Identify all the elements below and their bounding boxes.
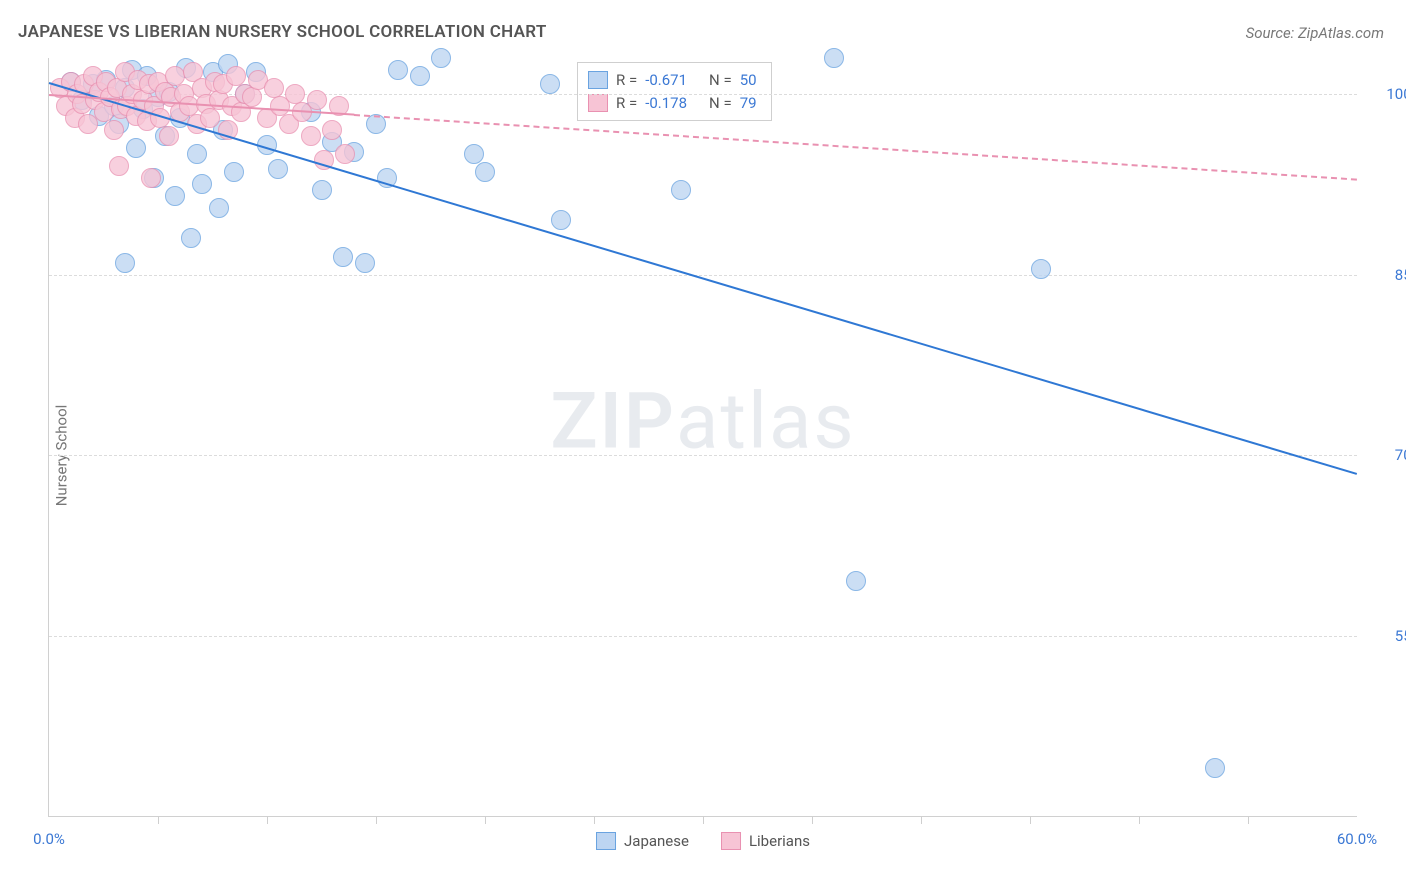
legend-n-value: 50 (740, 69, 757, 92)
data-point (126, 138, 146, 158)
legend-n-label: N = (709, 69, 732, 92)
watermark: ZIPatlas (550, 376, 855, 467)
data-point (268, 159, 288, 179)
watermark-zip: ZIP (550, 376, 676, 467)
data-point (551, 210, 571, 230)
data-point (181, 228, 201, 248)
data-point (285, 84, 305, 104)
data-point (209, 198, 229, 218)
series-legend-label: Japanese (624, 832, 689, 850)
correlation-legend-row: R = -0.671 N = 50 (588, 69, 757, 92)
data-point (333, 247, 353, 267)
data-point (192, 174, 212, 194)
data-point (301, 126, 321, 146)
data-point (224, 162, 244, 182)
watermark-atlas: atlas (676, 376, 856, 467)
regression-line (49, 82, 1358, 475)
plot-area: ZIPatlas R = -0.671N = 50R = -0.178N = 7… (48, 58, 1357, 817)
x-tick (1030, 816, 1031, 824)
y-tick-label: 55.0% (1365, 627, 1406, 645)
data-point (307, 90, 327, 110)
data-point (115, 253, 135, 273)
data-point (464, 144, 484, 164)
x-tick (485, 816, 486, 824)
correlation-legend: R = -0.671N = 50R = -0.178N = 79 (577, 62, 772, 121)
series-legend-label: Liberians (749, 832, 810, 850)
data-point (109, 156, 129, 176)
x-tick (812, 816, 813, 824)
data-point (1031, 259, 1051, 279)
series-legend-item: Liberians (721, 832, 810, 850)
data-point (431, 48, 451, 68)
data-point (824, 48, 844, 68)
data-point (846, 571, 866, 591)
x-tick (594, 816, 595, 824)
x-tick (703, 816, 704, 824)
gridline (49, 275, 1357, 276)
x-tick (158, 816, 159, 824)
legend-swatch (588, 71, 608, 89)
data-point (355, 253, 375, 273)
data-point (475, 162, 495, 182)
legend-swatch (596, 832, 616, 850)
data-point (1205, 758, 1225, 778)
x-tick (1248, 816, 1249, 824)
y-tick-label: 85.0% (1365, 266, 1406, 284)
x-tick (267, 816, 268, 824)
x-tick-label: 0.0% (9, 830, 89, 848)
y-tick-label: 100.0% (1365, 85, 1406, 103)
data-point (312, 180, 332, 200)
data-point (410, 66, 430, 86)
data-point (388, 60, 408, 80)
data-point (264, 78, 284, 98)
source-attribution: Source: ZipAtlas.com (1246, 24, 1384, 42)
data-point (104, 120, 124, 140)
x-tick (1139, 816, 1140, 824)
legend-r-value: -0.671 (645, 69, 687, 92)
data-point (671, 180, 691, 200)
data-point (540, 74, 560, 94)
series-legend: Japanese Liberians (596, 832, 810, 850)
data-point (165, 186, 185, 206)
gridline (49, 455, 1357, 456)
legend-swatch (721, 832, 741, 850)
x-tick (921, 816, 922, 824)
x-tick-label: 60.0% (1317, 830, 1397, 848)
series-legend-item: Japanese (596, 832, 689, 850)
data-point (159, 126, 179, 146)
gridline (49, 636, 1357, 637)
x-tick (376, 816, 377, 824)
regression-line (354, 114, 1357, 181)
data-point (226, 66, 246, 86)
legend-r-label: R = (616, 69, 637, 92)
chart-title: JAPANESE VS LIBERIAN NURSERY SCHOOL CORR… (18, 22, 547, 42)
legend-swatch (588, 94, 608, 112)
data-point (187, 144, 207, 164)
y-tick-label: 70.0% (1365, 446, 1406, 464)
